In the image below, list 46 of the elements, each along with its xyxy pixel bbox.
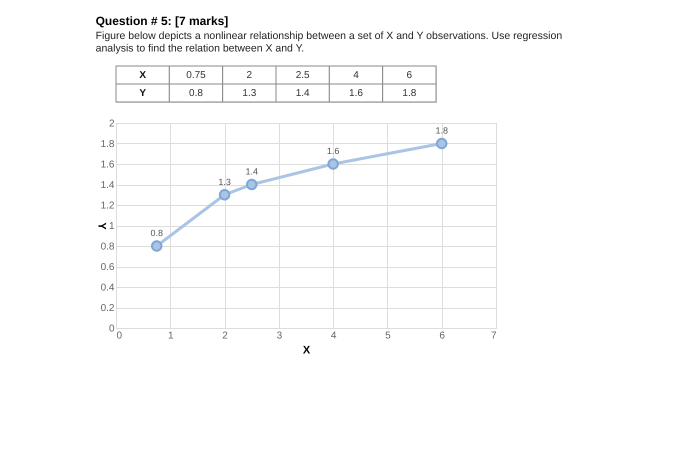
y-tick-label: 1	[108, 221, 115, 232]
y-tick-label: 1.8	[100, 139, 115, 150]
text: 1.3	[242, 88, 257, 99]
y-tick-label: 0.6	[100, 262, 115, 273]
y-tick-label: 0.4	[100, 282, 115, 294]
x-tick-label: 6	[439, 330, 446, 342]
x-tick-label: 2	[222, 330, 228, 342]
data-label: 1.4	[245, 166, 258, 176]
text: Figure below depicts a nonlinear relationship between a set of X and Y observations. Use regression	[96, 30, 562, 42]
text: 2	[246, 70, 253, 81]
y-tick-label: 1.4	[100, 180, 115, 191]
point	[246, 178, 258, 190]
text: Y	[139, 88, 146, 99]
text: analysis to find the relation between X and Y.	[96, 42, 304, 54]
y-tick-label: 1.6	[100, 160, 115, 170]
y-axis-title: Y	[96, 222, 108, 230]
text: 2.5	[296, 70, 310, 81]
data-label: 1.6	[326, 146, 340, 156]
point	[218, 189, 230, 200]
text: 4	[353, 70, 360, 81]
y-tick-label: 0.2	[100, 303, 115, 314]
x-tick-label: 4	[330, 330, 337, 342]
y-tick-label: 0	[108, 324, 115, 334]
x-tick-label: 1	[168, 330, 174, 342]
point	[150, 240, 162, 252]
x-tick-label: 7	[490, 330, 497, 342]
data-label: 0.8	[150, 228, 163, 238]
text: 0.75	[186, 70, 206, 81]
point	[327, 158, 339, 170]
text: 0.8	[189, 88, 204, 99]
text: 1.4	[296, 88, 310, 99]
y-tick-label: 1.2	[100, 200, 115, 212]
text: 1.8	[402, 88, 417, 99]
x-tick-label: 3	[276, 330, 283, 342]
text: 1.6	[349, 88, 364, 99]
data-label: 1.3	[218, 176, 231, 187]
x-axis-title: X	[302, 344, 311, 356]
y-tick-label: 0.8	[100, 242, 115, 252]
x-tick-label: 0	[116, 330, 122, 342]
x-tick-label: 5	[385, 330, 392, 342]
point	[436, 138, 448, 150]
y-tick-label: 2	[108, 118, 115, 130]
chart-title: Question # 5: [7 marks]	[96, 14, 228, 28]
text: 6	[406, 70, 413, 81]
data-label: 1.8	[435, 126, 448, 136]
text: X	[139, 70, 146, 81]
